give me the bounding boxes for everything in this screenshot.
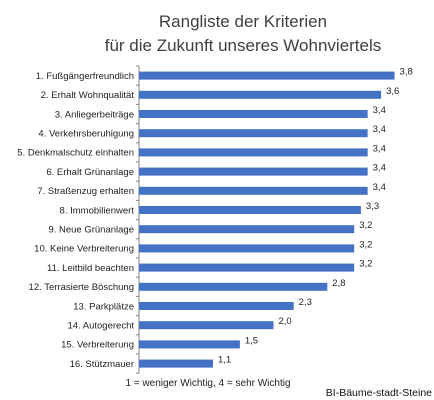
scale-note: 1 = weniger Wichtig, 4 = sehr Wichtig: [125, 378, 290, 389]
category-label: 11. Leitbild beachten: [47, 263, 134, 274]
bar: [139, 359, 213, 368]
category-label: 13. Parkplätze: [73, 301, 134, 312]
credit-text: BI-Bäume-stadt-Steine: [326, 387, 432, 399]
category-label: 14. Autogerecht: [67, 321, 134, 332]
value-label: 3,4: [373, 124, 386, 135]
bar: [139, 71, 395, 80]
category-label: 12. Terrasierte Böschung: [29, 282, 134, 293]
value-label: 2,3: [299, 297, 312, 308]
value-label: 3,4: [373, 182, 386, 193]
chart-title-line-2: für die Zukunft unseres Wohnviertels: [105, 36, 382, 55]
bar: [139, 110, 368, 118]
bar: [139, 302, 294, 310]
value-label: 3,6: [386, 86, 399, 97]
bar: [139, 244, 355, 253]
value-label: 3,8: [400, 67, 413, 78]
value-label: 2,0: [279, 316, 292, 327]
category-label: 10. Keine Verbreiterung: [34, 244, 134, 255]
value-label: 3,2: [359, 259, 372, 270]
bar: [139, 263, 355, 272]
chart-title-line-1: Rangliste der Kriterien: [159, 12, 327, 31]
bar: [139, 167, 368, 176]
category-label: 7. Straßenzug erhalten: [37, 186, 134, 197]
bar: [139, 340, 240, 349]
category-label: 4. Verkehrsberuhigung: [38, 129, 134, 140]
value-label: 1,1: [218, 355, 231, 366]
category-label: 6. Erhalt Grünanlage: [46, 167, 134, 178]
bar: [139, 90, 382, 99]
value-label: 3,3: [366, 201, 379, 212]
bar: [139, 321, 274, 330]
value-label: 3,2: [359, 239, 372, 250]
category-label: 3. Anliegerbeiträge: [55, 109, 134, 120]
bar: [139, 186, 368, 195]
bar: [139, 129, 368, 138]
bar: [139, 225, 355, 234]
category-label: 15. Verbreiterung: [61, 340, 134, 351]
value-label: 2,8: [332, 278, 345, 289]
value-label: 3,2: [359, 220, 372, 231]
bar: [139, 206, 361, 214]
category-label: 5. Denkmalschutz einhalten: [17, 148, 134, 159]
category-label: 1. Fußgängerfreundlich: [36, 71, 134, 82]
category-label: 2. Erhalt Wohnqualität: [41, 90, 135, 101]
category-label: 9. Neue Grünanlage: [48, 225, 134, 236]
value-label: 1,5: [245, 335, 258, 346]
bar: [139, 282, 328, 291]
category-label: 8. Immobilienwert: [60, 205, 135, 216]
plot-area: 1. Fußgängerfreundlich 3,8 2. Erhalt Wohnq…: [17, 65, 413, 374]
value-label: 3,4: [373, 105, 386, 116]
value-label: 3,4: [373, 163, 386, 174]
value-label: 3,4: [373, 143, 386, 154]
bar: [139, 148, 368, 157]
category-label: 16. Stützmauer: [70, 359, 134, 370]
